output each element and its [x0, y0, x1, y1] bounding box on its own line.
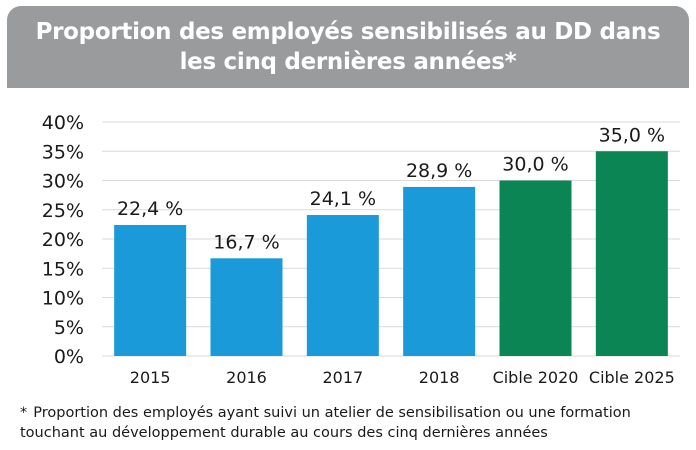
y-tick-label: 5%: [54, 317, 84, 339]
y-tick-label: 40%: [42, 112, 84, 134]
x-tick-label: 2018: [419, 368, 460, 387]
bar: [403, 186, 476, 356]
footnote-marker: *: [20, 405, 28, 421]
chart-title: Proportion des employés sensibilisés au …: [35, 19, 661, 75]
bar: [114, 224, 187, 356]
data-label: 28,9 %: [406, 160, 472, 182]
y-tick-label: 20%: [42, 229, 84, 251]
bar-chart: 0% 5% 10% 15% 20% 25% 30% 35% 40% 22,4 % 2015 16,7 …: [42, 112, 680, 387]
x-tick-label: Cible 2020: [493, 368, 579, 387]
bar: [499, 180, 572, 356]
data-label: 30,0 %: [502, 154, 568, 176]
footnote: * Proportion des employés ayant suivi un …: [20, 403, 690, 443]
x-tick-label: 2015: [130, 368, 171, 387]
y-tick-label: 30%: [42, 171, 84, 193]
bar: [210, 258, 283, 356]
x-tick-label: 2017: [322, 368, 363, 387]
y-tick-label: 25%: [42, 200, 84, 222]
y-tick-label: 0%: [54, 346, 84, 368]
y-tick-label: 15%: [42, 258, 84, 280]
bar: [595, 151, 668, 356]
data-label: 35,0 %: [599, 124, 665, 146]
data-label: 22,4 %: [117, 198, 183, 220]
data-label: 24,1 %: [310, 188, 376, 210]
data-label: 16,7 %: [213, 231, 279, 253]
y-tick-label: 10%: [42, 288, 84, 310]
chart-header: Proportion des employés sensibilisés au …: [7, 6, 689, 88]
x-tick-label: 2016: [226, 368, 267, 387]
x-tick-label: Cible 2025: [589, 368, 675, 387]
bar: [306, 215, 379, 356]
chart-area: 0% 5% 10% 15% 20% 25% 30% 35% 40% 22,4 % 2015 16,7 …: [0, 100, 696, 400]
footnote-text: Proportion des employés ayant suivi un a…: [20, 405, 631, 441]
y-tick-label: 35%: [42, 141, 84, 163]
